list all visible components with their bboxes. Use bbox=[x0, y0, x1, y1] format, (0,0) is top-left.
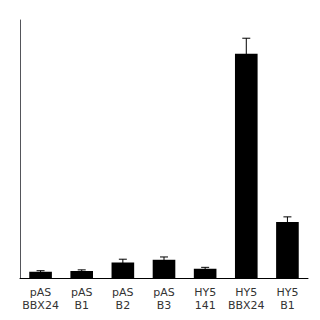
svg-text:pAS: pAS bbox=[30, 286, 52, 299]
svg-text:141: 141 bbox=[195, 299, 216, 312]
svg-text:BBX24: BBX24 bbox=[228, 299, 265, 312]
svg-text:B1: B1 bbox=[280, 299, 295, 312]
svg-text:pAS: pAS bbox=[153, 286, 175, 299]
svg-text:pAS: pAS bbox=[112, 286, 134, 299]
svg-text:pAS: pAS bbox=[71, 286, 93, 299]
svg-text:HY5: HY5 bbox=[235, 286, 257, 299]
svg-text:BBX24: BBX24 bbox=[22, 299, 59, 312]
svg-text:B2: B2 bbox=[116, 299, 131, 312]
svg-text:HY5: HY5 bbox=[194, 286, 216, 299]
svg-text:HY5: HY5 bbox=[276, 286, 298, 299]
svg-text:B3: B3 bbox=[157, 299, 172, 312]
svg-text:B1: B1 bbox=[74, 299, 89, 312]
